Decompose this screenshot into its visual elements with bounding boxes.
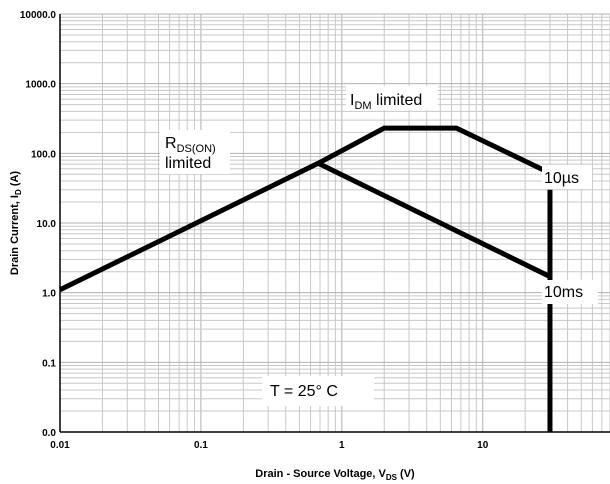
rds-annotation-bg — [160, 130, 230, 174]
y-tick-label: 100.0 — [31, 149, 56, 160]
idm-sub: DM — [354, 100, 371, 112]
temperature-annotation: T = 25° C — [270, 383, 338, 400]
rds-sub: DS(ON) — [177, 143, 216, 155]
series-line-10ms — [317, 161, 552, 279]
x-axis-title-sub: DS — [386, 473, 398, 482]
idm-main: I — [350, 92, 354, 109]
y-axis-title-prefix: Drain Current, I — [9, 195, 21, 275]
label-10us: 10µs — [544, 170, 579, 187]
y-tick-label: 10000.0 — [20, 10, 57, 21]
x-axis-title-prefix: Drain - Source Voltage, V — [255, 468, 386, 480]
rds-limited-annotation: limited — [165, 155, 211, 172]
y-tick-label: 0.1 — [42, 358, 56, 369]
y-axis-title-sub: D — [14, 189, 23, 195]
y-tick-label: 10.0 — [37, 219, 57, 230]
y-axis-title-suffix: (A) — [9, 171, 21, 190]
label-10ms-bg — [542, 280, 598, 304]
idm-rest: limited — [372, 92, 423, 109]
tick-labels: 0.01 0.1 1 100.00.11.010.0100.01000.010000.… — [20, 10, 489, 451]
temperature-annotation-bg — [262, 376, 374, 406]
axes — [59, 14, 610, 433]
idm-limited-annotation: IDM limited — [350, 92, 422, 112]
x-axis-title: Drain - Source Voltage, VDS (V) — [255, 468, 415, 482]
y-tick-label: 1000.0 — [25, 80, 56, 91]
x-tick-label: 1 — [339, 440, 345, 451]
y-tick-label: 1.0 — [42, 289, 56, 300]
label-10ms: 10ms — [544, 284, 583, 301]
y-axis-title: Drain Current, ID (A) — [9, 171, 23, 276]
idm-annotation-bg — [346, 86, 438, 110]
series-line-10us — [58, 125, 552, 293]
series-lines — [58, 125, 553, 432]
x-tick-label: 0.01 — [50, 440, 70, 451]
rds-main: R — [165, 135, 177, 152]
rds-on-annotation: RDS(ON) — [165, 135, 216, 155]
x-tick-label: 10 — [477, 440, 489, 451]
x-axis-title-suffix: (V) — [397, 468, 415, 480]
y-tick-label: 0.0 — [42, 428, 56, 439]
label-10us-bg — [542, 165, 592, 189]
x-tick-label: 0.1 — [194, 440, 208, 451]
